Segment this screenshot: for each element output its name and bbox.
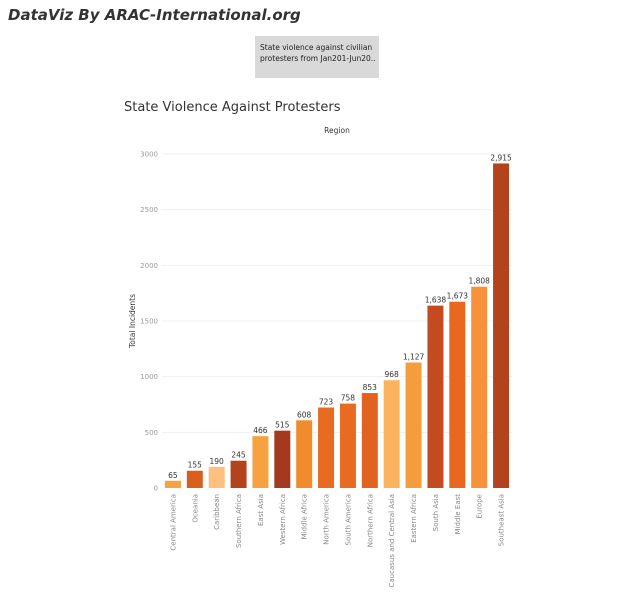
brand-title: DataViz By ARAC-International.org <box>8 6 301 24</box>
category-label: Southern Africa <box>235 494 243 548</box>
y-axis-ticks: 0 500 1000 1500 2000 2500 3000 <box>140 151 158 493</box>
category-label: Eastern Africa <box>410 494 418 543</box>
bar[interactable] <box>449 301 466 488</box>
x-axis-title: Region <box>324 126 350 135</box>
category-label: Caribbean <box>213 494 221 530</box>
category-label: Northern Africa <box>366 494 374 547</box>
description-line-2: protesters from Jan201-Jun20... <box>260 54 375 63</box>
category-label: Southeast Asia <box>498 494 506 546</box>
category-label: Western Africa <box>279 494 287 545</box>
category-label: Middle East <box>454 494 462 535</box>
y-tick-label: 1000 <box>140 373 158 381</box>
data-label: 723 <box>319 398 334 407</box>
category-label: South America <box>344 494 352 545</box>
data-label: 1,638 <box>425 296 447 305</box>
category-label: South Asia <box>432 494 440 531</box>
data-label: 608 <box>297 410 312 419</box>
bars <box>164 163 510 489</box>
bar[interactable] <box>186 470 203 488</box>
description-line-1: State violence against civilian <box>260 43 373 52</box>
bar[interactable] <box>252 436 269 488</box>
y-tick-label: 2000 <box>140 262 158 270</box>
y-tick-label: 3000 <box>140 151 158 159</box>
bar[interactable] <box>296 420 313 488</box>
chart-title: State Violence Against Protesters <box>124 100 341 115</box>
bar[interactable] <box>318 407 335 488</box>
data-label: 1,673 <box>447 292 469 301</box>
bar[interactable] <box>471 286 488 488</box>
y-tick-label: 500 <box>145 429 158 437</box>
bar[interactable] <box>339 403 356 488</box>
bar[interactable] <box>493 163 510 489</box>
bar[interactable] <box>361 393 378 488</box>
data-label: 2,915 <box>490 153 512 162</box>
data-label: 190 <box>210 457 225 466</box>
data-label: 65 <box>168 471 178 480</box>
data-label: 853 <box>363 383 378 392</box>
data-label: 1,127 <box>403 353 425 362</box>
data-label: 515 <box>275 421 290 430</box>
category-label: Central America <box>169 494 177 551</box>
category-label: Caucasus and Central Asia <box>388 494 396 588</box>
bar[interactable] <box>427 305 444 488</box>
category-labels: Central America Oceania Caribbean Southern … <box>169 494 505 588</box>
y-tick-label: 1500 <box>140 318 158 326</box>
category-label: Europe <box>476 494 484 519</box>
category-label: North America <box>323 494 331 545</box>
data-label: 758 <box>341 394 356 403</box>
data-label: 466 <box>253 426 268 435</box>
bar[interactable] <box>164 480 181 488</box>
bar[interactable] <box>274 430 291 488</box>
bar[interactable] <box>383 380 400 488</box>
bar[interactable] <box>230 460 247 488</box>
y-tick-label: 0 <box>154 485 158 493</box>
data-label: 968 <box>385 370 400 379</box>
category-label: Middle Africa <box>301 494 309 539</box>
bar[interactable] <box>405 362 422 488</box>
description-box: State violence against civilian proteste… <box>255 36 379 78</box>
data-label: 245 <box>231 451 246 460</box>
data-label: 155 <box>188 461 203 470</box>
category-label: East Asia <box>257 494 265 526</box>
category-label: Oceania <box>191 494 199 523</box>
data-label: 1,808 <box>468 277 490 286</box>
y-tick-label: 2500 <box>140 206 158 214</box>
bar[interactable] <box>208 466 225 488</box>
y-axis-title: Total Incidents <box>128 294 137 349</box>
